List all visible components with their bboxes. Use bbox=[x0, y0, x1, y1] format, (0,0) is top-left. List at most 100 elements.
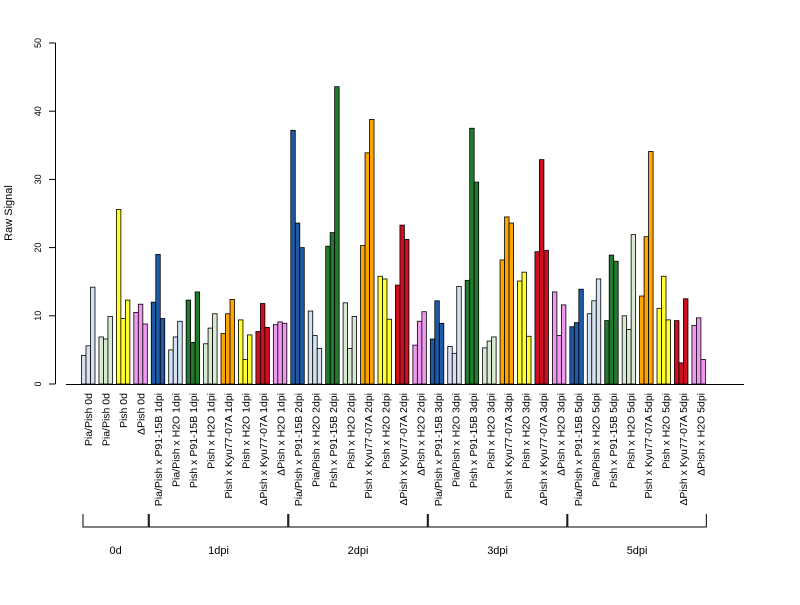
bar bbox=[421, 311, 427, 385]
bar bbox=[595, 278, 602, 385]
bar bbox=[661, 275, 667, 385]
bar bbox=[172, 336, 179, 385]
bar bbox=[447, 346, 453, 385]
bar bbox=[674, 320, 680, 385]
bar bbox=[434, 300, 440, 385]
group-label: 0d bbox=[109, 545, 121, 557]
x-tick-label: Pish 0d bbox=[118, 393, 130, 428]
bar bbox=[351, 316, 358, 385]
bar bbox=[639, 295, 645, 385]
bar bbox=[377, 275, 383, 385]
bar bbox=[683, 298, 689, 385]
group-bracket bbox=[427, 514, 568, 528]
x-tick-label: ΔPish x Kyu77-07A 2dpi bbox=[398, 393, 410, 506]
bar bbox=[556, 335, 562, 385]
x-tick-label: Pish x H2O 5dpi bbox=[626, 393, 638, 469]
bar bbox=[648, 151, 654, 385]
bar bbox=[438, 322, 445, 385]
x-tick-label: Pish x Kyu77-07A 5dpi bbox=[643, 393, 655, 499]
bar bbox=[416, 320, 423, 385]
bar bbox=[225, 313, 231, 385]
bar bbox=[521, 271, 527, 385]
bar bbox=[621, 315, 628, 385]
group-brackets: 0d 1dpi 2dpi 3dpi 5dpi bbox=[82, 514, 707, 557]
group-label: 1dpi bbox=[208, 545, 229, 557]
bar bbox=[451, 352, 458, 385]
x-tick-label: ΔPish x H2O 1dpi bbox=[276, 393, 288, 476]
bar bbox=[386, 318, 392, 385]
bar bbox=[382, 278, 388, 385]
bar bbox=[115, 209, 122, 385]
bar bbox=[591, 300, 597, 385]
bar bbox=[569, 326, 575, 385]
group-bracket bbox=[82, 514, 149, 528]
bar bbox=[168, 349, 174, 385]
x-tick-label: Pia/Pish x P91-15B 2dpi bbox=[293, 393, 305, 506]
bar bbox=[281, 322, 288, 385]
x-tick-label: ΔPish x H2O 3dpi bbox=[556, 393, 568, 476]
bar bbox=[395, 284, 401, 385]
bar bbox=[299, 247, 305, 385]
x-tick-label: Pish x Kyu77-07A 3dpi bbox=[503, 393, 515, 499]
bar bbox=[155, 254, 161, 385]
bar bbox=[207, 327, 213, 385]
bar bbox=[120, 318, 126, 385]
y-tick-label: 0 bbox=[33, 381, 43, 386]
bar bbox=[159, 318, 166, 385]
bar bbox=[325, 245, 331, 385]
x-tick-label: ΔPish x Kyu77-07A 3dpi bbox=[538, 393, 550, 506]
bar bbox=[539, 159, 545, 385]
bar bbox=[626, 329, 632, 385]
bar bbox=[469, 127, 475, 385]
group-label: 5dpi bbox=[627, 545, 648, 557]
bar bbox=[133, 311, 139, 385]
bar bbox=[81, 354, 87, 385]
bar bbox=[334, 86, 340, 385]
bar bbox=[307, 310, 314, 385]
bar bbox=[613, 260, 619, 385]
group-bracket bbox=[567, 514, 707, 528]
y-tick-label: 20 bbox=[33, 243, 43, 253]
x-tick-label: ΔPish x H2O 2dpi bbox=[416, 393, 428, 476]
bar bbox=[578, 288, 584, 385]
bar bbox=[312, 335, 318, 385]
y-axis-label: Raw Signal bbox=[3, 185, 15, 241]
bar bbox=[316, 348, 323, 385]
bar bbox=[342, 302, 349, 385]
bar bbox=[700, 359, 706, 385]
bar bbox=[499, 259, 505, 385]
bar bbox=[150, 301, 157, 385]
x-tick-label: Pish x Kyu77-07A 2dpi bbox=[363, 393, 375, 499]
x-tick-label: Pia/Pish 0d bbox=[83, 393, 95, 446]
bar bbox=[517, 280, 523, 385]
x-tick-label: Pish x P91-15B 2dpi bbox=[328, 393, 340, 488]
bar bbox=[347, 348, 353, 385]
x-tick-label: Pish x H2O 3dpi bbox=[521, 393, 533, 469]
y-tick-label: 50 bbox=[33, 38, 43, 48]
axes-layer: 0 10 20 30 40 50 bbox=[33, 38, 744, 387]
bar bbox=[369, 118, 375, 385]
x-tick-label: Pia/Pish x P91-15B 3dpi bbox=[433, 393, 445, 506]
bar bbox=[473, 181, 480, 385]
x-tick-label: Pish x H2O 2dpi bbox=[346, 393, 358, 469]
bar bbox=[551, 291, 558, 385]
y-tick-label: 10 bbox=[33, 311, 43, 321]
bar bbox=[412, 344, 418, 385]
x-tick-label: Pia/Pish x P91-15B 5dpi bbox=[573, 393, 585, 506]
bar bbox=[429, 338, 436, 385]
x-tick-label: Pish x P91-15B 3dpi bbox=[468, 393, 480, 488]
group-bracket bbox=[148, 514, 289, 528]
bar bbox=[203, 343, 209, 385]
bar bbox=[482, 347, 488, 385]
bar bbox=[220, 333, 226, 385]
x-tick-label: Pia/Pish x P91-15B 1dpi bbox=[153, 393, 165, 506]
x-tick-label: ΔPish x Kyu77-07A 5dpi bbox=[678, 393, 690, 506]
bar bbox=[464, 279, 471, 385]
bar bbox=[264, 326, 270, 385]
bar bbox=[534, 251, 540, 385]
x-tick-label: Pia/Pish x H2O 5dpi bbox=[591, 393, 603, 487]
group-bracket bbox=[288, 514, 428, 528]
bar bbox=[404, 239, 410, 385]
